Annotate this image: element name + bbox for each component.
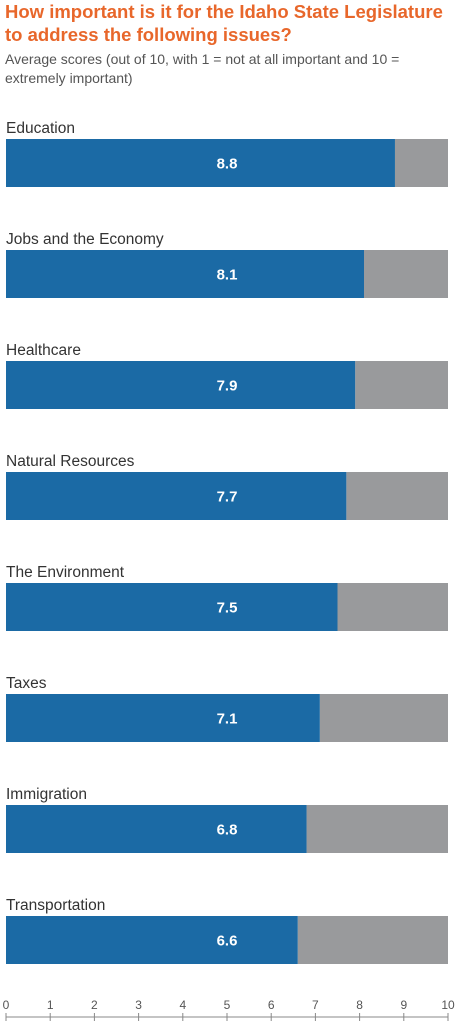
x-tick-label: 8 [356, 998, 363, 1012]
data-label: 7.5 [217, 600, 238, 617]
bar [6, 805, 307, 853]
x-tick-label: 7 [312, 998, 319, 1012]
bar-remainder [319, 694, 448, 742]
category-label: Natural Resources [6, 453, 135, 470]
x-tick-label: 4 [179, 998, 186, 1012]
data-label: 6.8 [217, 822, 238, 839]
data-label: 8.8 [217, 156, 238, 173]
category-label: Taxes [6, 675, 47, 692]
bar [6, 916, 298, 964]
x-tick-label: 10 [441, 998, 455, 1012]
category-label: Transportation [6, 897, 105, 914]
category-label: Healthcare [6, 342, 81, 359]
category-label: Immigration [6, 786, 87, 803]
bar-remainder [364, 250, 448, 298]
bar-remainder [394, 139, 448, 187]
bar [6, 694, 320, 742]
bar-remainder [346, 472, 448, 520]
bar-remainder [297, 916, 448, 964]
x-tick-label: 2 [91, 998, 98, 1012]
category-label: Education [6, 120, 75, 137]
bar [6, 472, 347, 520]
x-tick-label: 6 [268, 998, 275, 1012]
bar [6, 583, 338, 631]
bar [6, 361, 356, 409]
chart-subtitle: Average scores (out of 10, with 1 = not … [5, 51, 400, 86]
data-label: 8.1 [217, 267, 238, 284]
data-label: 6.6 [217, 933, 238, 950]
category-label: The Environment [6, 564, 125, 581]
bar-remainder [306, 805, 448, 853]
bar-remainder [355, 361, 448, 409]
bar [6, 250, 365, 298]
data-label: 7.1 [217, 711, 238, 728]
data-label: 7.9 [217, 378, 238, 395]
category-label: Jobs and the Economy [6, 231, 164, 248]
x-tick-label: 9 [400, 998, 407, 1012]
x-tick-label: 1 [47, 998, 54, 1012]
x-tick-label: 5 [224, 998, 231, 1012]
data-label: 7.7 [217, 489, 238, 506]
x-tick-label: 0 [3, 998, 10, 1012]
bar-remainder [337, 583, 448, 631]
chart-title: How important is it for the Idaho State … [5, 1, 443, 45]
x-tick-label: 3 [135, 998, 142, 1012]
bar [6, 139, 395, 187]
